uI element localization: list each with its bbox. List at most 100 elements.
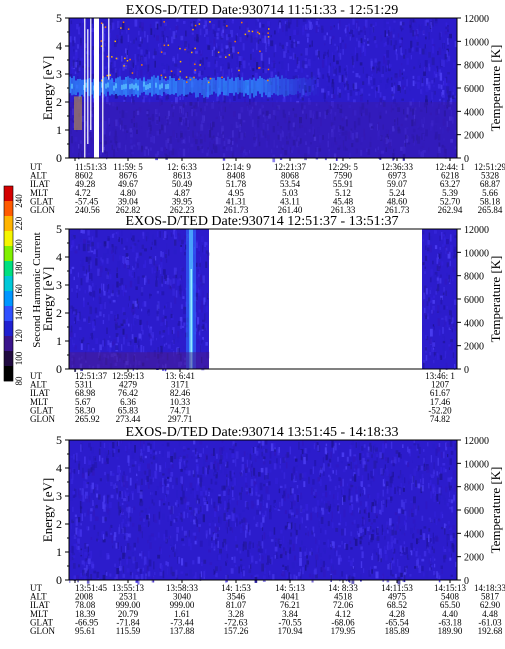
noise-cell [331,564,335,572]
noise-cell [224,48,226,54]
noise-cell [339,58,341,62]
noise-cell [390,461,393,464]
noise-cell [433,326,435,331]
noise-cell [126,558,128,565]
noise-cell [143,524,146,527]
noise-cell [306,513,309,521]
noise-cell [165,249,168,254]
noise-cell [437,457,439,466]
noise-cell [409,474,412,479]
noise-cell [164,319,166,326]
band-core [125,83,127,89]
noise-cell [137,267,139,270]
noise-cell [403,541,406,545]
spectrogram-noise [69,440,458,585]
noise-cell [354,125,356,130]
noise-cell [90,333,93,336]
noise-cell [428,302,431,310]
noise-cell [285,29,288,37]
noise-cell [442,326,444,334]
band-cell [257,78,259,92]
noise-cell [225,561,227,566]
noise-cell [446,90,449,94]
band-cell [91,82,93,95]
table-cell: 261.73 [224,205,249,215]
noise-cell [73,276,75,281]
noise-cell [195,50,198,54]
noise-cell [140,478,143,485]
noise-cell [454,477,457,485]
y2-tick-label: 4000 [464,318,484,329]
noise-cell [358,75,361,79]
noise-cell [377,68,379,71]
noise-cell [103,253,107,260]
noise-cell [413,141,415,146]
noise-cell [129,546,132,551]
noise-cell [429,328,433,337]
noise-cell [421,87,424,95]
noise-cell [211,543,213,549]
noise-cell [322,135,324,140]
noise-cell [316,29,319,32]
noise-cell [186,487,188,492]
noise-cell [165,154,168,160]
noise-cell [359,453,362,461]
noise-cell [72,506,74,512]
noise-cell [270,539,274,542]
noise-cell [328,132,330,139]
noise-cell [157,347,159,354]
noise-cell [112,341,115,346]
noise-cell [301,125,304,128]
noise-cell [447,477,450,482]
noise-cell [137,303,140,309]
noise-cell [429,352,432,356]
noise-cell [202,245,204,253]
noise-cell [333,153,337,159]
noise-cell [292,543,295,551]
noise-cell [438,47,442,55]
noise-cell [121,50,123,57]
noise-cell [295,529,298,536]
noise-cell [446,503,449,507]
noise-cell [88,42,91,51]
noise-cell [76,285,79,289]
noise-cell [311,574,314,583]
noise-cell [116,485,118,493]
noise-cell [344,43,347,49]
noise-cell [438,32,441,40]
noise-cell [143,77,147,82]
noise-cell [251,119,254,127]
noise-cell [271,110,274,116]
noise-cell [286,452,290,458]
table-cell: 12:51:37 [75,371,108,381]
noise-cell [132,523,135,527]
noise-cell [108,52,111,56]
table-cell: 17.46 [430,397,451,407]
noise-cell [341,117,344,122]
noise-cell [299,122,301,129]
noise-cell [428,517,431,520]
noise-cell [189,70,192,75]
noise-cell [439,127,441,130]
speckle [244,33,247,36]
noise-cell [235,66,237,74]
noise-cell [159,98,162,106]
noise-cell [355,73,359,78]
noise-cell [179,117,182,123]
noise-cell [159,481,163,488]
noise-cell [85,43,87,48]
band-cell [109,79,111,96]
table-cell: 7590 [334,171,353,181]
noise-cell [405,547,408,554]
noise-cell [262,456,266,460]
noise-cell [129,303,131,308]
noise-cell [352,467,355,473]
noise-cell [275,538,277,541]
noise-cell [246,485,248,491]
noise-cell [121,502,124,506]
noise-cell [112,254,114,262]
noise-cell [114,483,116,486]
noise-cell [287,146,291,154]
noise-cell [288,111,290,115]
noise-cell [438,265,441,269]
